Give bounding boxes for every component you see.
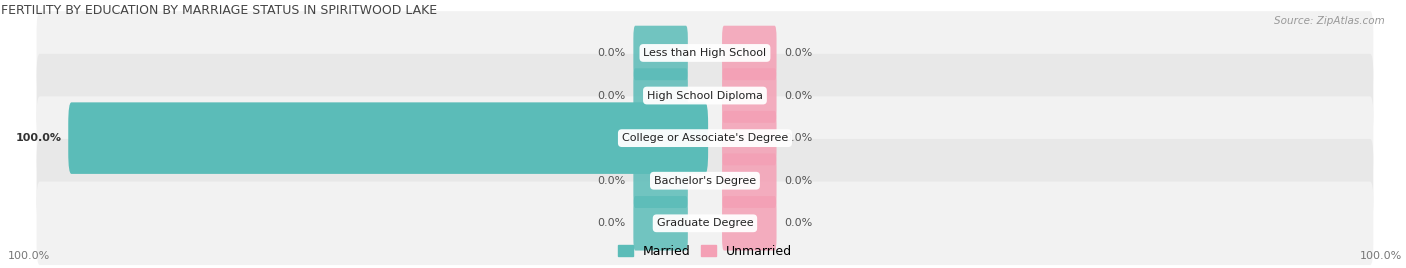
Text: 0.0%: 0.0%: [785, 91, 813, 100]
Text: Source: ZipAtlas.com: Source: ZipAtlas.com: [1274, 16, 1385, 26]
Text: Bachelor's Degree: Bachelor's Degree: [654, 176, 756, 186]
Text: 100.0%: 100.0%: [15, 133, 62, 143]
Text: 0.0%: 0.0%: [598, 176, 626, 186]
FancyBboxPatch shape: [37, 139, 1374, 222]
Text: College or Associate's Degree: College or Associate's Degree: [621, 133, 789, 143]
FancyBboxPatch shape: [633, 196, 688, 251]
FancyBboxPatch shape: [723, 196, 776, 251]
FancyBboxPatch shape: [37, 96, 1374, 180]
FancyBboxPatch shape: [633, 154, 688, 208]
Text: 0.0%: 0.0%: [785, 218, 813, 228]
Text: 100.0%: 100.0%: [8, 251, 51, 261]
Text: 0.0%: 0.0%: [598, 48, 626, 58]
FancyBboxPatch shape: [723, 26, 776, 80]
Text: 0.0%: 0.0%: [785, 48, 813, 58]
Text: High School Diploma: High School Diploma: [647, 91, 763, 100]
Text: 0.0%: 0.0%: [598, 91, 626, 100]
Text: Graduate Degree: Graduate Degree: [657, 218, 754, 228]
FancyBboxPatch shape: [723, 111, 776, 165]
Text: 0.0%: 0.0%: [785, 176, 813, 186]
Legend: Married, Unmarried: Married, Unmarried: [613, 240, 797, 263]
Text: 0.0%: 0.0%: [598, 218, 626, 228]
FancyBboxPatch shape: [723, 154, 776, 208]
FancyBboxPatch shape: [37, 54, 1374, 137]
Text: 0.0%: 0.0%: [785, 133, 813, 143]
Text: FERTILITY BY EDUCATION BY MARRIAGE STATUS IN SPIRITWOOD LAKE: FERTILITY BY EDUCATION BY MARRIAGE STATU…: [1, 4, 437, 17]
FancyBboxPatch shape: [633, 68, 688, 123]
Text: Less than High School: Less than High School: [644, 48, 766, 58]
FancyBboxPatch shape: [723, 68, 776, 123]
FancyBboxPatch shape: [69, 102, 709, 174]
FancyBboxPatch shape: [37, 181, 1374, 265]
FancyBboxPatch shape: [633, 26, 688, 80]
Text: 100.0%: 100.0%: [1360, 251, 1402, 261]
FancyBboxPatch shape: [37, 11, 1374, 95]
